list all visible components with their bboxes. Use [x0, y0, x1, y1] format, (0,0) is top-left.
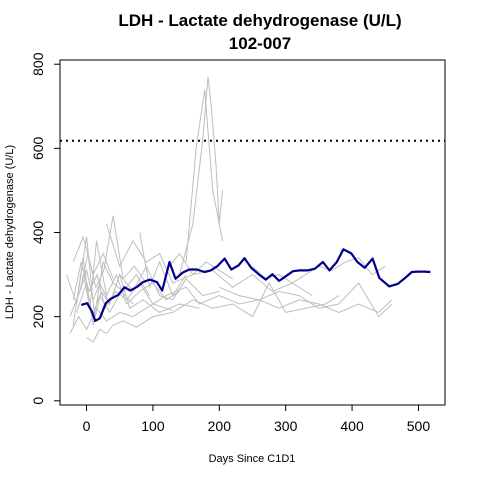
x-tick-label-400: 400 — [340, 418, 364, 434]
y-tick-label-400: 400 — [30, 221, 46, 245]
background-series-line-4 — [72, 261, 127, 310]
background-series-line-15 — [139, 232, 187, 297]
x-axis: 0 100 200 300 400 500 — [83, 405, 431, 434]
y-axis: 0 200 400 600 800 — [30, 52, 60, 405]
background-series-line-19 — [165, 252, 233, 280]
x-tick-label-500: 500 — [407, 418, 431, 434]
background-series-line-9 — [86, 316, 154, 343]
x-tick-label-300: 300 — [274, 418, 298, 434]
highlight-series-line — [80, 248, 431, 322]
background-series-line-11 — [179, 76, 224, 275]
x-tick-label-0: 0 — [83, 418, 91, 434]
background-series-line-16 — [106, 223, 313, 297]
y-tick-label-200: 200 — [30, 305, 46, 329]
x-tick-label-200: 200 — [208, 418, 232, 434]
background-series-line-10 — [126, 282, 393, 313]
background-series-line-1 — [69, 265, 220, 317]
x-tick-label-100: 100 — [141, 418, 165, 434]
chart-title: LDH - Lactate dehydrogenase (U/L) — [118, 11, 401, 30]
plot-frame — [59, 59, 446, 406]
y-tick-label-0: 0 — [30, 397, 46, 405]
background-series-line-3 — [66, 236, 151, 317]
background-series-line-6 — [69, 303, 173, 334]
background-series-line-7 — [79, 215, 147, 292]
background-series-line-17 — [252, 257, 386, 284]
background-series-line-12 — [185, 89, 224, 263]
y-tick-label-800: 800 — [30, 52, 46, 76]
highlight-series-group — [80, 248, 431, 322]
background-series-line-13 — [152, 281, 340, 318]
background-series-line-14 — [219, 282, 393, 318]
background-series-line-18 — [72, 235, 114, 279]
chart-subtitle: 102-007 — [229, 34, 291, 53]
y-axis-label: LDH - Lactate dehydrogenase (U/L) — [4, 145, 16, 319]
y-tick-label-600: 600 — [30, 136, 46, 160]
background-series-group — [66, 76, 393, 343]
x-axis-label: Days Since C1D1 — [209, 453, 296, 465]
